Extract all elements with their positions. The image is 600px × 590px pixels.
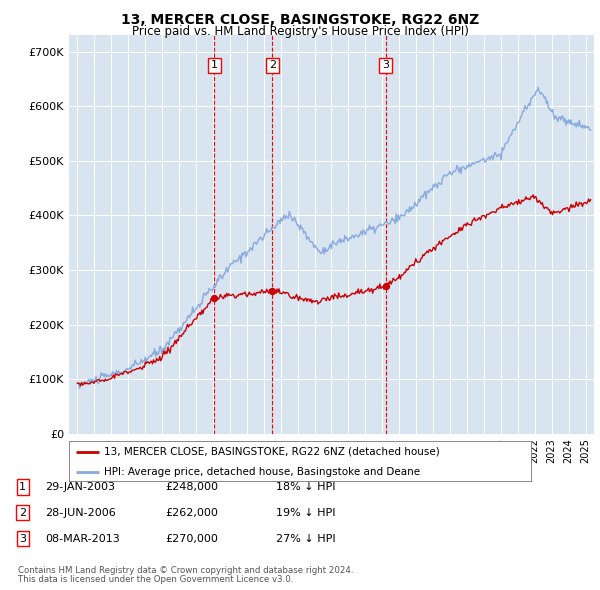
- Text: £248,000: £248,000: [165, 482, 218, 491]
- Text: 2: 2: [19, 508, 26, 517]
- Text: 13, MERCER CLOSE, BASINGSTOKE, RG22 6NZ: 13, MERCER CLOSE, BASINGSTOKE, RG22 6NZ: [121, 13, 479, 27]
- Text: 29-JAN-2003: 29-JAN-2003: [45, 482, 115, 491]
- Text: 2: 2: [269, 60, 276, 70]
- Text: 3: 3: [19, 534, 26, 543]
- Text: 28-JUN-2006: 28-JUN-2006: [45, 508, 116, 517]
- Text: 27% ↓ HPI: 27% ↓ HPI: [276, 534, 335, 543]
- Text: 1: 1: [211, 60, 218, 70]
- Text: Price paid vs. HM Land Registry's House Price Index (HPI): Price paid vs. HM Land Registry's House …: [131, 25, 469, 38]
- Point: [381, 281, 391, 291]
- Text: 1: 1: [19, 482, 26, 491]
- Point: [209, 294, 219, 303]
- Text: Contains HM Land Registry data © Crown copyright and database right 2024.: Contains HM Land Registry data © Crown c…: [18, 566, 353, 575]
- Text: This data is licensed under the Open Government Licence v3.0.: This data is licensed under the Open Gov…: [18, 575, 293, 584]
- Text: £262,000: £262,000: [165, 508, 218, 517]
- Text: 19% ↓ HPI: 19% ↓ HPI: [276, 508, 335, 517]
- Text: 13, MERCER CLOSE, BASINGSTOKE, RG22 6NZ (detached house): 13, MERCER CLOSE, BASINGSTOKE, RG22 6NZ …: [104, 447, 439, 457]
- Text: HPI: Average price, detached house, Basingstoke and Deane: HPI: Average price, detached house, Basi…: [104, 467, 420, 477]
- Text: 18% ↓ HPI: 18% ↓ HPI: [276, 482, 335, 491]
- Text: 08-MAR-2013: 08-MAR-2013: [45, 534, 120, 543]
- Text: 3: 3: [382, 60, 389, 70]
- Point: [268, 286, 277, 296]
- Text: £270,000: £270,000: [165, 534, 218, 543]
